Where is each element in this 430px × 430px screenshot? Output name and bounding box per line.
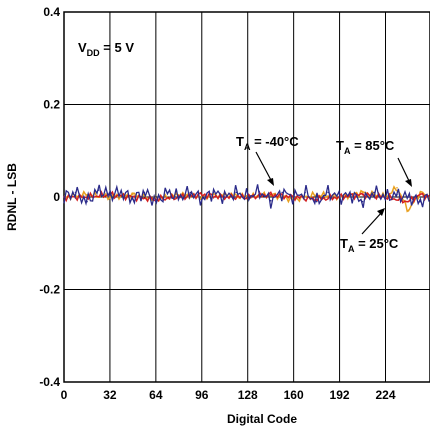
- series-ta-25-trace: [63, 190, 430, 204]
- ta-25-arrow: [361, 211, 383, 235]
- data-point: [86, 200, 88, 203]
- data-point: [224, 196, 226, 198]
- ta-85-annotation: TA = 85°C: [336, 138, 395, 156]
- ta-minus40-rest: = -40°C: [250, 134, 299, 149]
- data-point: [155, 200, 157, 203]
- ta-25-rest: = 25°C: [354, 236, 398, 251]
- series-ta-minus40-trace: [63, 184, 430, 209]
- y-tick-label: 0.4: [43, 5, 60, 19]
- x-tick-label: 32: [103, 388, 117, 402]
- data-point: [373, 191, 375, 194]
- data-point: [212, 191, 215, 194]
- data-point: [396, 187, 398, 189]
- y-tick-labels: 0.4 0.2 0 -0.2 -0.4: [39, 5, 60, 389]
- data-point: [109, 196, 111, 198]
- data-point: [419, 191, 421, 194]
- ta-85-main: T: [336, 138, 344, 153]
- ta-minus40-arrow: [255, 151, 273, 183]
- data-point: [120, 191, 123, 194]
- data-point: [63, 196, 65, 198]
- data-point: [166, 191, 169, 194]
- ta-minus40-annotation: TA = -40°C: [236, 134, 299, 152]
- ta-25-main: T: [340, 236, 348, 251]
- x-tick-label: 160: [284, 388, 304, 402]
- ta-85-arrow: [397, 157, 411, 184]
- vdd-sub: DD: [87, 48, 100, 58]
- ta-25-arrowhead: [377, 208, 385, 216]
- ta-minus40-sub: A: [244, 142, 251, 152]
- y-tick-label: 0.2: [43, 98, 60, 112]
- data-point: [327, 191, 329, 194]
- x-tick-labels: 0 32 64 96 128 160 192 224: [61, 388, 396, 402]
- data-point: [361, 200, 364, 203]
- data-point: [178, 196, 180, 198]
- data-point: [338, 196, 341, 198]
- y-axis-title: RDNL - LSB: [5, 163, 19, 231]
- data-point: [258, 190, 261, 193]
- x-axis-title: Digital Code: [227, 412, 297, 426]
- y-tick-label: -0.4: [39, 375, 60, 389]
- data-point: [281, 191, 284, 194]
- data-point: [246, 196, 249, 198]
- data-point: [201, 193, 203, 196]
- series-layer: [63, 184, 430, 213]
- ta-85-arrowhead: [405, 179, 412, 187]
- x-tick-label: 0: [61, 388, 68, 402]
- data-point: [419, 193, 421, 196]
- ta-25-annotation: TA = 25°C: [340, 236, 399, 254]
- ta-minus40-arrowhead: [267, 178, 274, 186]
- data-point: [396, 193, 398, 196]
- x-tick-label: 128: [238, 388, 258, 402]
- y-tick-label: -0.2: [39, 283, 60, 297]
- data-point: [269, 199, 272, 202]
- x-tick-label: 64: [149, 388, 163, 402]
- y-tick-label: 0: [53, 190, 60, 204]
- data-point: [235, 191, 237, 194]
- data-point: [315, 200, 318, 203]
- data-point: [109, 193, 111, 196]
- data-point: [201, 198, 203, 201]
- ta-85-sub: A: [344, 146, 351, 156]
- data-point: [74, 191, 77, 194]
- series-ta-minus40: [63, 184, 430, 209]
- x-tick-label: 224: [375, 388, 395, 402]
- data-point: [269, 193, 272, 196]
- data-point: [407, 200, 410, 203]
- data-point: [419, 200, 421, 203]
- data-point: [143, 191, 146, 194]
- x-tick-label: 96: [195, 388, 209, 402]
- vdd-main: V: [78, 40, 87, 55]
- data-point: [350, 193, 352, 196]
- data-point: [361, 191, 364, 194]
- x-tick-label: 192: [330, 388, 350, 402]
- ta-25-sub: A: [348, 244, 355, 254]
- data-point: [304, 191, 306, 194]
- data-point: [189, 191, 192, 194]
- data-point: [132, 193, 134, 196]
- data-point: [292, 196, 295, 198]
- ta-minus40-main: T: [236, 134, 244, 149]
- vdd-rest: = 5 V: [100, 40, 135, 55]
- data-point: [407, 210, 410, 212]
- ta-85-rest: = 85°C: [350, 138, 394, 153]
- vdd-annotation: VDD = 5 V: [78, 40, 134, 58]
- data-point: [132, 198, 134, 201]
- data-point: [384, 196, 387, 198]
- data-point: [407, 196, 410, 198]
- data-point: [97, 189, 100, 191]
- data-point: [361, 193, 364, 196]
